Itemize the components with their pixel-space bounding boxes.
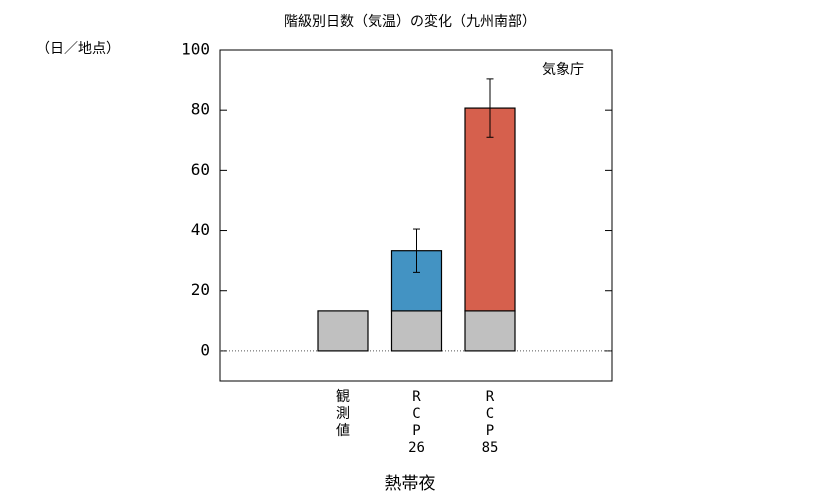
bar-segment [464,107,516,312]
x-tick-label: C [412,406,420,422]
bar-segment [464,310,516,352]
x-tick-label: C [486,406,494,422]
y-tick-label: 80 [191,100,210,119]
x-tick-label: P [486,423,494,439]
y-tick-label: 60 [191,160,210,179]
y-tick-label: 20 [191,280,210,299]
x-tick-label: P [412,423,420,439]
y-tick-label: 40 [191,220,210,239]
y-unit-label: （日／地点） [36,41,120,57]
x-tick-label: 観 [336,388,350,405]
x-tick-label: 85 [482,440,499,456]
error-bar [413,228,420,273]
x-axis-label: 熱帯夜 [385,474,436,494]
x-tick-label: 26 [408,440,425,456]
plot-frame [219,49,613,382]
y-tick-label: 100 [181,40,210,59]
x-tick-label: 測 [336,406,350,422]
chart-title: 階級別日数（気温）の変化（九州南部） [284,13,536,30]
bar-segment [390,310,443,352]
x-tick-label: 値 [336,423,350,439]
x-tick-label: R [486,389,495,405]
source-label: 気象庁 [542,62,584,78]
error-bar [486,78,494,138]
x-tick-label: R [412,389,421,405]
y-tick-label: 0 [200,340,210,359]
bar-segment [317,310,369,352]
